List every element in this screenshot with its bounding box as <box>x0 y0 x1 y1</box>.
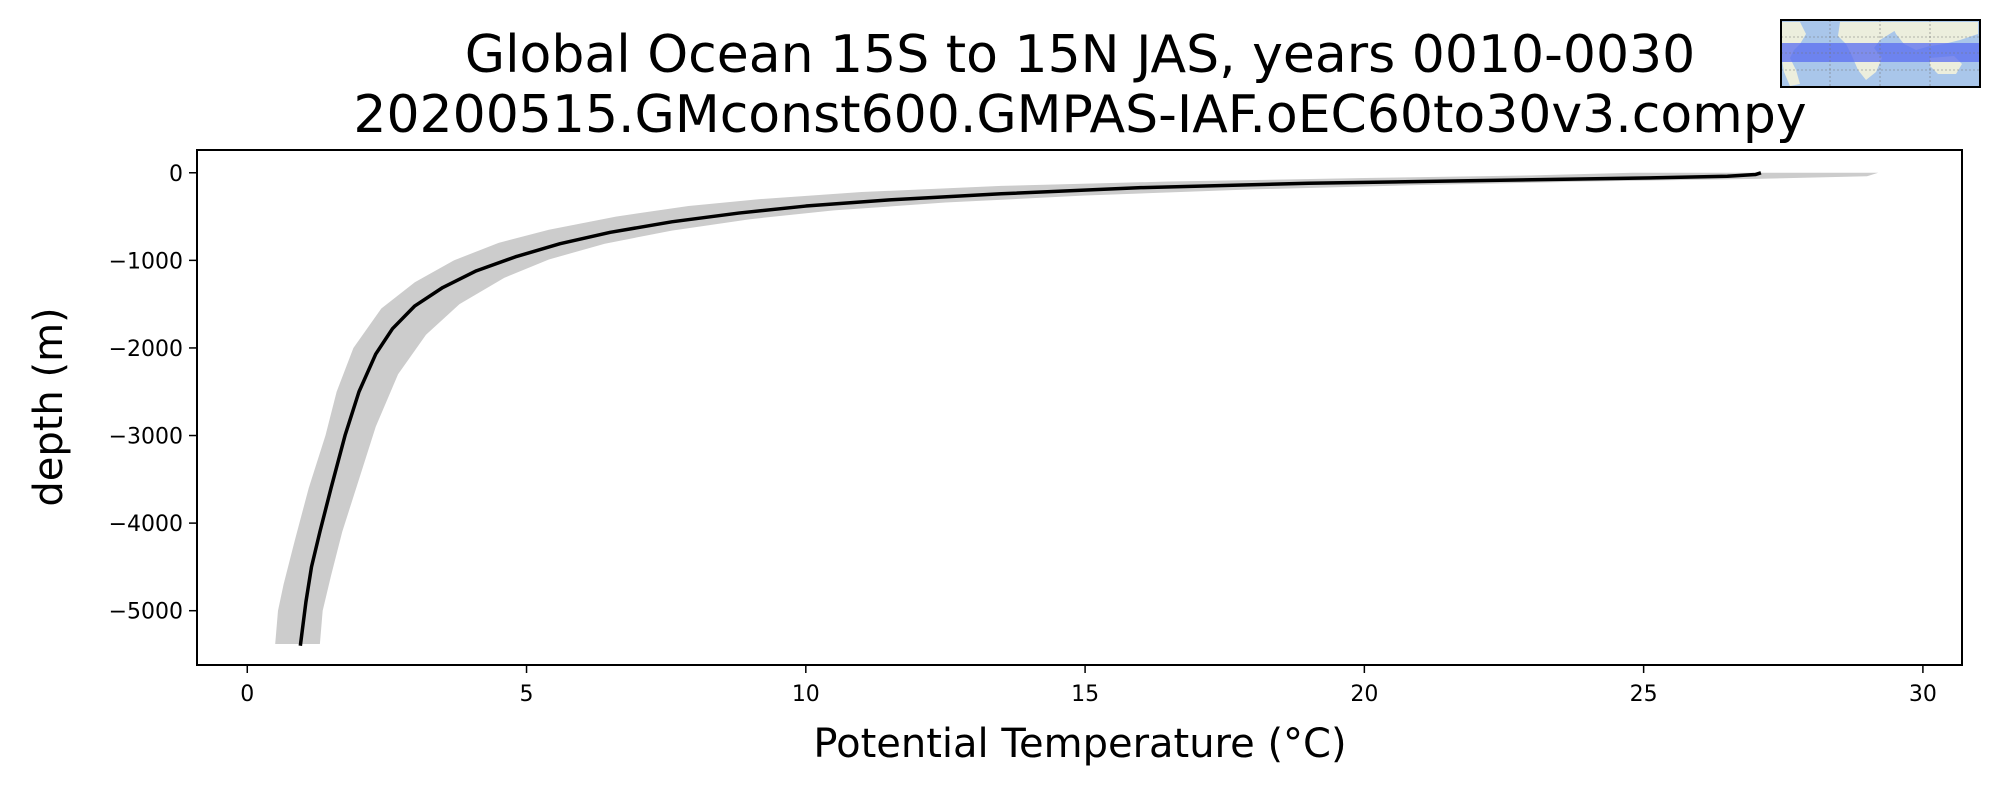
y-tick-label: −1000 <box>109 249 183 274</box>
range-band-0 <box>275 172 1879 644</box>
chart-title: Global Ocean 15S to 15N JAS, years 0010-… <box>465 25 1695 85</box>
x-tick-label: 5 <box>520 682 534 707</box>
chart-subtitle: 20200515.GMconst600.GMPAS-IAF.oEC60to30v… <box>353 85 1806 145</box>
map-gridlines <box>1781 20 1980 87</box>
map-land-americas <box>1782 22 1806 86</box>
x-tick-label: 0 <box>240 682 254 707</box>
y-tick-label: −3000 <box>109 425 183 450</box>
y-tick-label: −4000 <box>109 512 183 537</box>
y-axis-ticks: 0 −1000 −2000 −3000 −4000 −5000 <box>109 162 197 625</box>
plot-area: 0 5 10 15 20 25 30 0 −1000 −2000 −3000 −4000 −5000 <box>109 149 1963 707</box>
x-axis-ticks: 0 5 10 15 20 25 30 <box>240 665 1937 707</box>
y-tick-label: 0 <box>169 162 183 187</box>
plot-frame <box>196 149 1963 666</box>
x-axis-label: Potential Temperature (°C) <box>813 721 1346 767</box>
y-tick-label: −2000 <box>109 337 183 362</box>
y-tick-label: −5000 <box>109 600 183 625</box>
mean-temperature-line-0 <box>298 171 1762 646</box>
map-frame <box>1780 19 1981 88</box>
y-axis-label: depth (m) <box>26 307 72 506</box>
mean-line-layer <box>298 171 1762 646</box>
x-tick-label: 30 <box>1909 682 1937 707</box>
map-region-band <box>1781 43 1980 62</box>
x-tick-label: 20 <box>1350 682 1378 707</box>
x-tick-label: 15 <box>1071 682 1099 707</box>
range-band-layer <box>275 172 1879 644</box>
region-map-inset <box>1780 19 1981 88</box>
x-tick-label: 25 <box>1630 682 1658 707</box>
x-tick-label: 10 <box>792 682 820 707</box>
